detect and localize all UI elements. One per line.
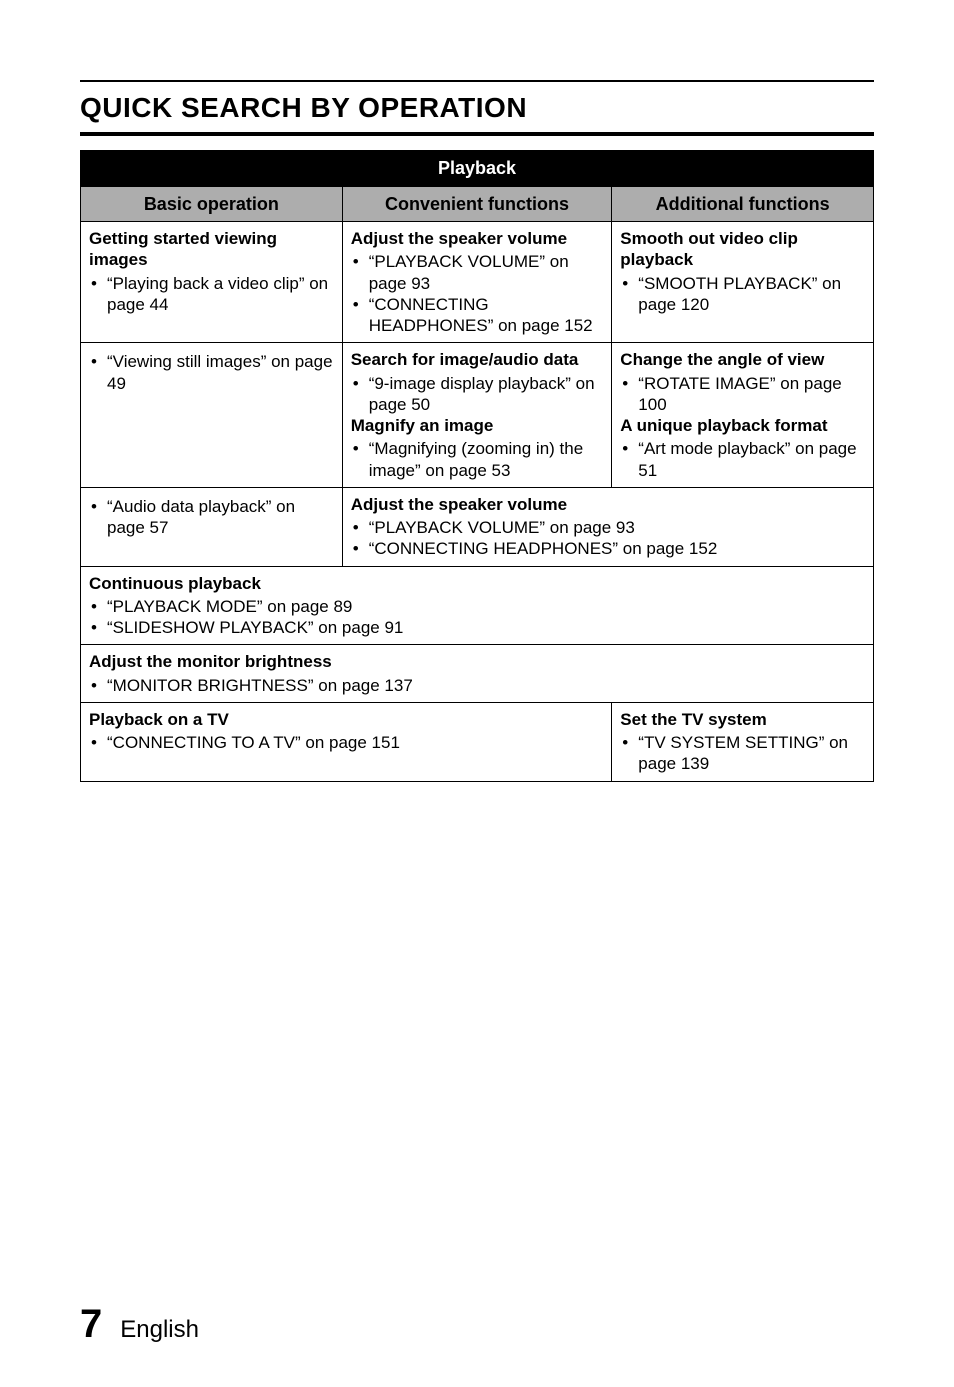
cell-search-magnify: Search for image/audio data “9-image dis… [342, 343, 612, 488]
cell-angle-unique: Change the angle of view “ROTATE IMAGE” … [612, 343, 874, 488]
table-row: Adjust the monitor brightness “MONITOR B… [81, 645, 874, 703]
list-item: “ROTATE IMAGE” on page 100 [634, 373, 865, 416]
cell-adjust-volume-wide: Adjust the speaker volume “PLAYBACK VOLU… [342, 487, 873, 566]
page-title: QUICK SEARCH BY OPERATION [80, 92, 874, 124]
table-row: Playback [81, 151, 874, 187]
table-row: “Viewing still images” on page 49 Search… [81, 343, 874, 488]
list-item: “Art mode playback” on page 51 [634, 438, 865, 481]
table-row: Playback on a TV “CONNECTING TO A TV” on… [81, 702, 874, 781]
table-row: “Audio data playback” on page 57 Adjust … [81, 487, 874, 566]
cell-heading: Magnify an image [351, 416, 494, 435]
cell-playback-tv: Playback on a TV “CONNECTING TO A TV” on… [81, 702, 612, 781]
cell-heading: Smooth out video clip playback [620, 229, 798, 269]
cell-heading: A unique playback format [620, 416, 827, 435]
page-footer: 7 English [80, 1302, 874, 1347]
list-item: “Audio data playback” on page 57 [103, 496, 334, 539]
bullet-list: “MONITOR BRIGHTNESS” on page 137 [89, 675, 865, 696]
table-row: Continuous playback “PLAYBACK MODE” on p… [81, 566, 874, 645]
page-language: English [120, 1316, 199, 1344]
col-header-convenient: Convenient functions [342, 186, 612, 222]
list-item: “PLAYBACK VOLUME” on page 93 [365, 251, 604, 294]
bullet-list: “Art mode playback” on page 51 [620, 438, 865, 481]
bullet-list: “PLAYBACK MODE” on page 89 “SLIDESHOW PL… [89, 596, 865, 639]
cell-tv-system: Set the TV system “TV SYSTEM SETTING” on… [612, 702, 874, 781]
cell-smooth-playback: Smooth out video clip playback “SMOOTH P… [612, 222, 874, 343]
cell-heading: Adjust the speaker volume [351, 495, 567, 514]
title-underline [80, 132, 874, 136]
bullet-list: “9-image display playback” on page 50 [351, 373, 604, 416]
col-header-basic: Basic operation [81, 186, 343, 222]
list-item: “CONNECTING HEADPHONES” on page 152 [365, 294, 604, 337]
bullet-list: “SMOOTH PLAYBACK” on page 120 [620, 273, 865, 316]
table-main-header: Playback [81, 151, 874, 187]
list-item: “TV SYSTEM SETTING” on page 139 [634, 732, 865, 775]
cell-heading: Change the angle of view [620, 350, 824, 369]
cell-continuous-playback: Continuous playback “PLAYBACK MODE” on p… [81, 566, 874, 645]
list-item: “PLAYBACK VOLUME” on page 93 [365, 517, 865, 538]
page-container: QUICK SEARCH BY OPERATION Playback Basic… [0, 0, 954, 1387]
cell-audio-playback: “Audio data playback” on page 57 [81, 487, 343, 566]
col-header-additional: Additional functions [612, 186, 874, 222]
bullet-list: “ROTATE IMAGE” on page 100 [620, 373, 865, 416]
list-item: “CONNECTING HEADPHONES” on page 152 [365, 538, 865, 559]
bullet-list: “TV SYSTEM SETTING” on page 139 [620, 732, 865, 775]
table-row: Getting started viewing images “Playing … [81, 222, 874, 343]
bullet-list: “Magnifying (zooming in) the image” on p… [351, 438, 604, 481]
cell-heading: Playback on a TV [89, 710, 229, 729]
cell-viewing-images: “Viewing still images” on page 49 [81, 343, 343, 488]
page-number: 7 [80, 1302, 102, 1347]
playback-table: Playback Basic operation Convenient func… [80, 150, 874, 782]
list-item: “PLAYBACK MODE” on page 89 [103, 596, 865, 617]
top-rule [80, 80, 874, 82]
cell-monitor-brightness: Adjust the monitor brightness “MONITOR B… [81, 645, 874, 703]
cell-heading: Continuous playback [89, 574, 261, 593]
bullet-list: “PLAYBACK VOLUME” on page 93 “CONNECTING… [351, 517, 865, 560]
list-item: “CONNECTING TO A TV” on page 151 [103, 732, 603, 753]
list-item: “Viewing still images” on page 49 [103, 351, 334, 394]
bullet-list: “Viewing still images” on page 49 [89, 351, 334, 394]
bullet-list: “CONNECTING TO A TV” on page 151 [89, 732, 603, 753]
cell-heading: Search for image/audio data [351, 350, 579, 369]
bullet-list: “Audio data playback” on page 57 [89, 496, 334, 539]
cell-getting-started: Getting started viewing images “Playing … [81, 222, 343, 343]
table-row: Basic operation Convenient functions Add… [81, 186, 874, 222]
bullet-list: “PLAYBACK VOLUME” on page 93 “CONNECTING… [351, 251, 604, 336]
cell-heading: Set the TV system [620, 710, 766, 729]
list-item: “SLIDESHOW PLAYBACK” on page 91 [103, 617, 865, 638]
list-item: “9-image display playback” on page 50 [365, 373, 604, 416]
cell-heading: Adjust the monitor brightness [89, 652, 332, 671]
cell-heading: Adjust the speaker volume [351, 229, 567, 248]
list-item: “Playing back a video clip” on page 44 [103, 273, 334, 316]
list-item: “MONITOR BRIGHTNESS” on page 137 [103, 675, 865, 696]
list-item: “SMOOTH PLAYBACK” on page 120 [634, 273, 865, 316]
cell-adjust-volume: Adjust the speaker volume “PLAYBACK VOLU… [342, 222, 612, 343]
cell-heading: Getting started viewing images [89, 229, 277, 269]
list-item: “Magnifying (zooming in) the image” on p… [365, 438, 604, 481]
bullet-list: “Playing back a video clip” on page 44 [89, 273, 334, 316]
